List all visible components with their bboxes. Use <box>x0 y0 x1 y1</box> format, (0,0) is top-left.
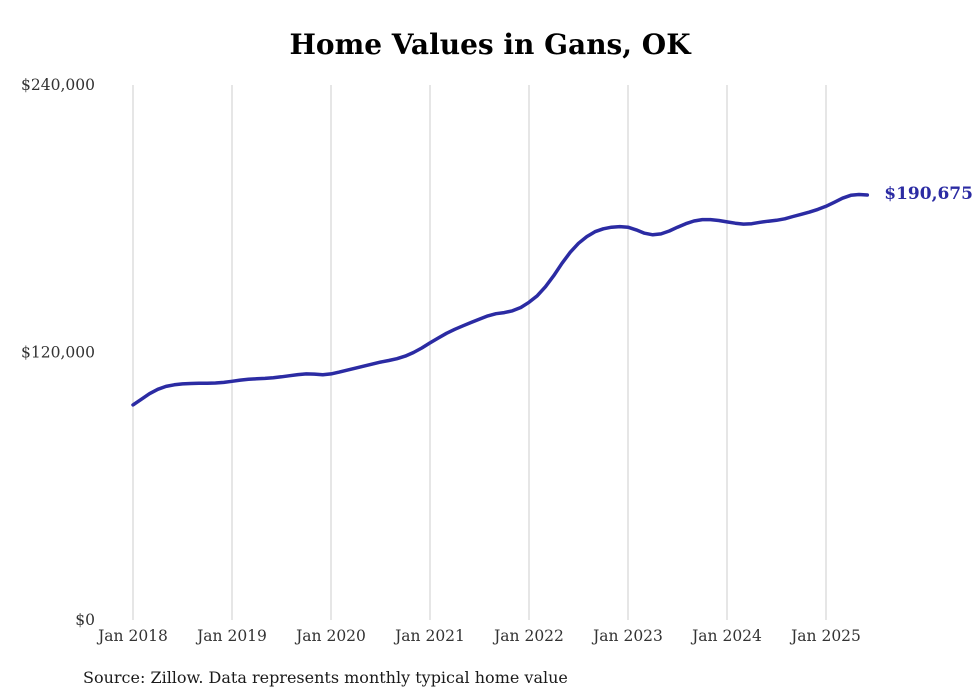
y-axis-tick-label: $240,000 <box>21 76 95 94</box>
source-note: Source: Zillow. Data represents monthly … <box>83 668 568 687</box>
latest-value-label: $190,675 <box>884 183 973 204</box>
home-value-line <box>131 192 870 407</box>
x-axis-tick-label: Jan 2020 <box>294 627 366 645</box>
x-axis-tick-label: Jan 2022 <box>492 627 564 645</box>
x-axis-tick-label: Jan 2021 <box>393 627 465 645</box>
chart-title: Home Values in Gans, OK <box>289 28 691 61</box>
x-axis-tick-label: Jan 2024 <box>690 627 762 645</box>
y-axis-tick-label: $0 <box>75 611 95 629</box>
y-axis-tick-label: $120,000 <box>21 344 95 362</box>
x-axis-tick-label: Jan 2023 <box>591 627 663 645</box>
x-axis-tick-label: Jan 2018 <box>96 627 168 645</box>
x-axis-tick-label: Jan 2025 <box>789 627 861 645</box>
x-axis-tick-label: Jan 2019 <box>195 627 267 645</box>
